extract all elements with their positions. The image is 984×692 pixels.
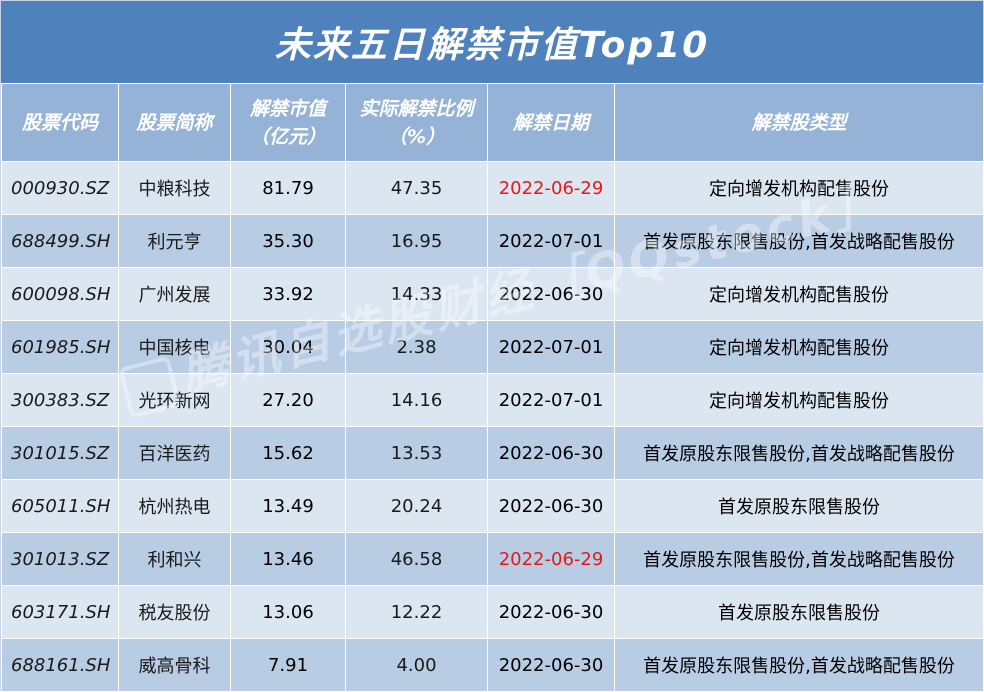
cell-stock-name: 威高骨科: [118, 638, 231, 692]
cell-stock-code: 688499.SH: [1, 214, 119, 268]
cell-stock-name: 中国核电: [118, 320, 231, 374]
table-row: 301015.SZ 百洋医药 15.62 13.53 2022-06-30 首发原股东限售…: [1, 426, 984, 480]
cell-unlock-date: 2022-06-30: [487, 479, 615, 533]
cell-unlock-type: 定向增发机构配售股份: [614, 161, 984, 215]
cell-stock-name: 利元亨: [118, 214, 231, 268]
cell-unlock-type: 首发原股东限售股份,首发战略配售股份: [614, 426, 984, 480]
cell-stock-name: 光环新网: [118, 373, 231, 427]
cell-unlock-date: 2022-06-30: [487, 585, 615, 639]
table-row: 600098.SH 广州发展 33.92 14.33 2022-06-30 定向增发机构配…: [1, 267, 984, 321]
cell-unlock-ratio: 14.33: [345, 267, 488, 321]
cell-unlock-ratio: 12.22: [345, 585, 488, 639]
cell-stock-name: 利和兴: [118, 532, 231, 586]
cell-unlock-ratio: 47.35: [345, 161, 488, 215]
cell-unlock-ratio: 4.00: [345, 638, 488, 692]
table-header-row: 股票代码 股票简称 解禁市值 （亿元） 实际解禁比例 （%） 解禁日期 解禁股类…: [1, 83, 984, 162]
cell-stock-name: 中粮科技: [118, 161, 231, 215]
cell-unlock-date: 2022-06-30: [487, 267, 615, 321]
cell-stock-code: 605011.SH: [1, 479, 119, 533]
header-unlock-date: 解禁日期: [487, 83, 615, 162]
table-row: 300383.SZ 光环新网 27.20 14.16 2022-07-01 定向增发机构配…: [1, 373, 984, 427]
table-row: 605011.SH 杭州热电 13.49 20.24 2022-06-30 首发原股东限售…: [1, 479, 984, 533]
header-unlock-ratio-line1: 实际解禁比例: [359, 97, 474, 120]
cell-unlock-type: 定向增发机构配售股份: [614, 320, 984, 374]
cell-unlock-date: 2022-06-30: [487, 426, 615, 480]
cell-stock-name: 广州发展: [118, 267, 231, 321]
cell-stock-name: 百洋医药: [118, 426, 231, 480]
cell-unlock-date: 2022-07-01: [487, 373, 615, 427]
cell-unlock-value: 33.92: [230, 267, 346, 321]
cell-unlock-value: 13.49: [230, 479, 346, 533]
cell-stock-code: 000930.SZ: [1, 161, 119, 215]
cell-unlock-type: 首发原股东限售股份,首发战略配售股份: [614, 638, 984, 692]
table-row: 601985.SH 中国核电 30.04 2.38 2022-07-01 定向增发机构配售…: [1, 320, 984, 374]
table-row: 688499.SH 利元亨 35.30 16.95 2022-07-01 首发原股东限售股…: [1, 214, 984, 268]
cell-stock-code: 600098.SH: [1, 267, 119, 321]
cell-unlock-ratio: 13.53: [345, 426, 488, 480]
header-unlock-value-line2: （亿元）: [249, 125, 326, 148]
cell-stock-code: 300383.SZ: [1, 373, 119, 427]
cell-unlock-value: 30.04: [230, 320, 346, 374]
cell-stock-code: 603171.SH: [1, 585, 119, 639]
table-body: 000930.SZ 中粮科技 81.79 47.35 2022-06-29 定向增发机构配…: [1, 161, 984, 692]
cell-unlock-type: 首发原股东限售股份: [614, 585, 984, 639]
cell-unlock-value: 13.06: [230, 585, 346, 639]
cell-unlock-type: 定向增发机构配售股份: [614, 373, 984, 427]
cell-unlock-type: 首发原股东限售股份,首发战略配售股份: [614, 214, 984, 268]
table-row: 688161.SH 威高骨科 7.91 4.00 2022-06-30 首发原股东限售股份…: [1, 638, 984, 692]
cell-unlock-value: 35.30: [230, 214, 346, 268]
cell-unlock-type: 定向增发机构配售股份: [614, 267, 984, 321]
cell-unlock-date: 2022-07-01: [487, 320, 615, 374]
cell-stock-code: 688161.SH: [1, 638, 119, 692]
cell-stock-code: 301013.SZ: [1, 532, 119, 586]
cell-unlock-value: 7.91: [230, 638, 346, 692]
header-stock-name: 股票简称: [118, 83, 231, 162]
cell-unlock-value: 15.62: [230, 426, 346, 480]
cell-unlock-value: 13.46: [230, 532, 346, 586]
cell-unlock-value: 27.20: [230, 373, 346, 427]
table-row: 301013.SZ 利和兴 13.46 46.58 2022-06-29 首发原股东限售股…: [1, 532, 984, 586]
table-title: 未来五日解禁市值Top10: [1, 1, 983, 83]
header-unlock-type: 解禁股类型: [614, 83, 984, 162]
cell-unlock-value: 81.79: [230, 161, 346, 215]
cell-unlock-ratio: 46.58: [345, 532, 488, 586]
cell-stock-name: 杭州热电: [118, 479, 231, 533]
header-unlock-ratio: 实际解禁比例 （%）: [345, 83, 488, 162]
cell-unlock-ratio: 20.24: [345, 479, 488, 533]
cell-unlock-ratio: 16.95: [345, 214, 488, 268]
cell-unlock-ratio: 14.16: [345, 373, 488, 427]
cell-unlock-type: 首发原股东限售股份,首发战略配售股份: [614, 532, 984, 586]
cell-unlock-date: 2022-07-01: [487, 214, 615, 268]
header-unlock-value: 解禁市值 （亿元）: [230, 83, 346, 162]
table-row: 603171.SH 税友股份 13.06 12.22 2022-06-30 首发原股东限售…: [1, 585, 984, 639]
cell-unlock-date: 2022-06-29: [487, 161, 615, 215]
cell-unlock-date: 2022-06-29: [487, 532, 615, 586]
cell-stock-name: 税友股份: [118, 585, 231, 639]
table-row: 000930.SZ 中粮科技 81.79 47.35 2022-06-29 定向增发机构配…: [1, 161, 984, 215]
cell-unlock-type: 首发原股东限售股份: [614, 479, 984, 533]
cell-stock-code: 301015.SZ: [1, 426, 119, 480]
cell-stock-code: 601985.SH: [1, 320, 119, 374]
header-unlock-ratio-line2: （%）: [387, 125, 446, 148]
header-unlock-value-line1: 解禁市值: [249, 97, 326, 120]
unlock-market-value-table: 股票代码 股票简称 解禁市值 （亿元） 实际解禁比例 （%） 解禁日期 解禁股类…: [1, 83, 984, 692]
header-stock-code: 股票代码: [1, 83, 119, 162]
cell-unlock-date: 2022-06-30: [487, 638, 615, 692]
cell-unlock-ratio: 2.38: [345, 320, 488, 374]
